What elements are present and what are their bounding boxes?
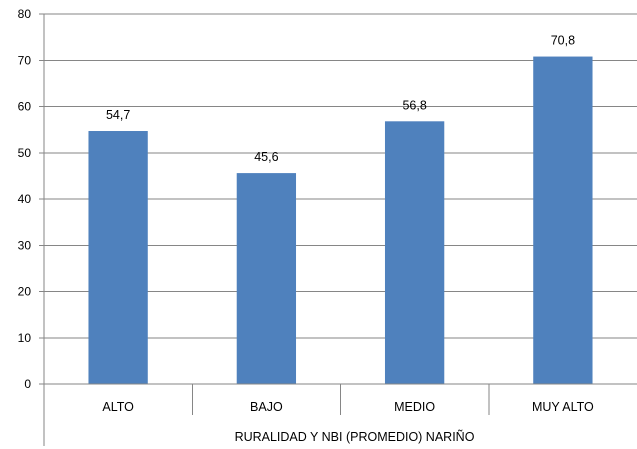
- y-tick-label: 0: [24, 377, 31, 391]
- data-label: 56,8: [402, 98, 426, 112]
- data-label: 70,8: [551, 34, 575, 48]
- bar: [236, 173, 297, 384]
- bar: [88, 131, 148, 384]
- bar: [384, 121, 445, 385]
- x-category-label: MEDIO: [394, 400, 435, 414]
- y-tick-label: 70: [18, 53, 32, 67]
- y-tick-label: 50: [18, 146, 32, 160]
- bar: [533, 56, 593, 385]
- data-label: 54,7: [106, 108, 130, 122]
- data-labels: 54,7 45,6 56,8 70,8: [106, 34, 575, 165]
- y-tick-label: 40: [18, 192, 32, 206]
- x-category-label: ALTO: [102, 400, 134, 414]
- x-category-label: MUY ALTO: [532, 400, 594, 414]
- data-label: 45,6: [254, 150, 278, 164]
- x-axis-title: RURALIDAD Y NBI (PROMEDIO) NARIÑO: [235, 430, 475, 444]
- y-tick-label: 20: [18, 285, 32, 299]
- y-tick-labels: 0 10 20 30 40 50 60 70 80: [18, 7, 32, 391]
- bars: [88, 56, 593, 385]
- y-tick-label: 60: [18, 100, 32, 114]
- x-category-labels: ALTO BAJO MEDIO MUY ALTO: [102, 400, 594, 414]
- axes: [39, 13, 637, 446]
- y-tick-label: 80: [18, 7, 32, 21]
- y-tick-label: 30: [18, 238, 32, 252]
- y-tick-label: 10: [18, 331, 32, 345]
- x-category-label: BAJO: [250, 400, 283, 414]
